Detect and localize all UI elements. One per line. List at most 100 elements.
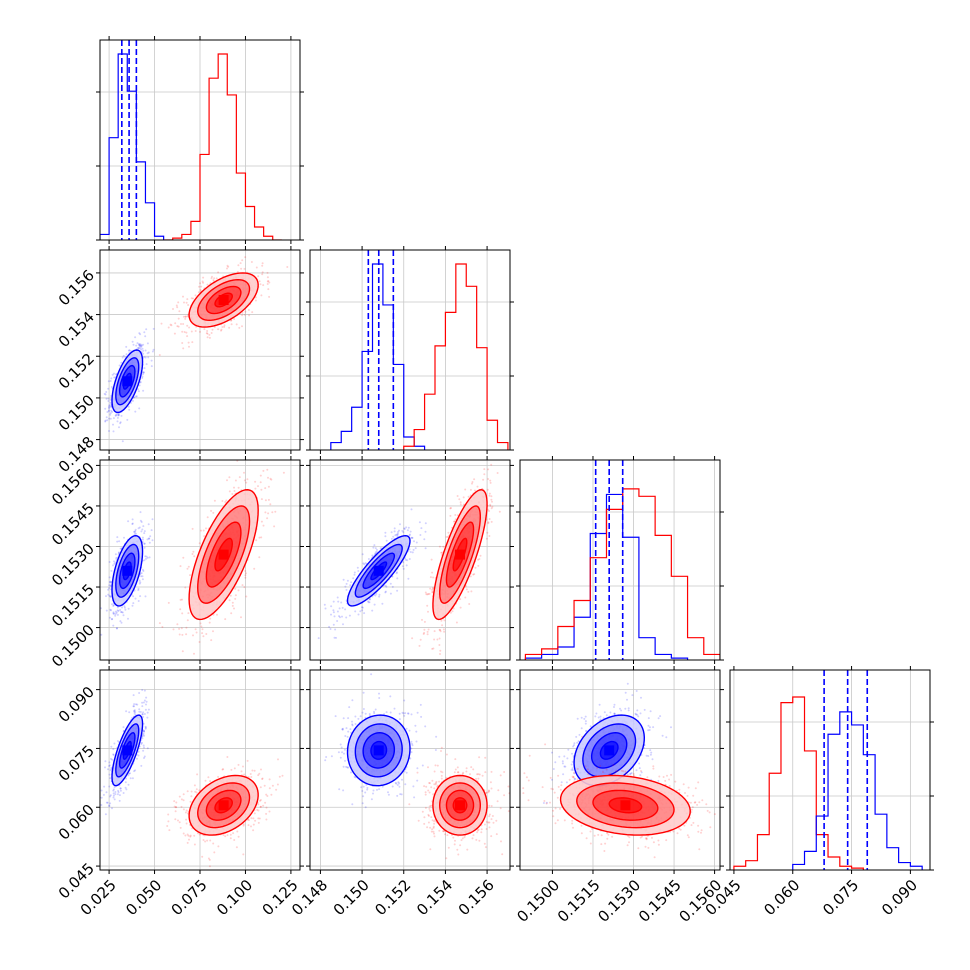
y-tick-label: 0.060 — [55, 801, 98, 844]
y-tick-label: 0.150 — [55, 391, 98, 434]
contour-line — [122, 740, 132, 760]
x-tick-label: 0.1530 — [594, 876, 644, 926]
contour-line — [122, 372, 132, 390]
histogram-red — [733, 696, 864, 870]
density-peak — [122, 376, 133, 387]
contour-line — [205, 285, 242, 315]
histogram-blue — [792, 711, 923, 870]
density-peak — [218, 800, 229, 811]
contour-line — [111, 534, 144, 607]
contour-line — [188, 272, 259, 328]
density-peak — [604, 745, 615, 756]
histogram-red — [163, 53, 282, 240]
density-peak — [455, 549, 465, 560]
x-tick-label: 0.150 — [330, 876, 373, 919]
y-tick-label: 0.090 — [55, 683, 98, 726]
x-tick-label: 0.156 — [455, 876, 498, 919]
contour-line — [362, 552, 396, 590]
contour-line — [354, 543, 403, 598]
y-tick-label: 0.1515 — [48, 580, 98, 630]
density-peak — [455, 800, 465, 811]
contour-line — [122, 561, 132, 581]
density-peak — [373, 745, 384, 756]
contour-line — [354, 723, 403, 778]
joint-panel-3-1 — [96, 456, 304, 664]
y-tick-label: 0.154 — [55, 308, 98, 351]
contour-line — [197, 278, 251, 322]
y-tick-label: 0.1500 — [48, 621, 98, 671]
contour-line — [608, 797, 643, 814]
histogram-blue — [100, 53, 165, 240]
histogram-panel-1 — [96, 36, 304, 244]
joint-panel-3-2 — [306, 456, 514, 664]
contour-line — [370, 561, 388, 581]
x-tick-label: 0.075 — [168, 876, 211, 919]
y-tick-label: 0.156 — [55, 266, 98, 309]
x-tick-label: 0.060 — [760, 876, 803, 919]
contour-line — [111, 714, 144, 787]
y-tick-label: 0.1545 — [48, 499, 98, 549]
joint-panel-4-3 — [516, 666, 724, 874]
axes-frame — [309, 669, 511, 871]
contour-line — [432, 774, 488, 836]
x-tick-label: 0.152 — [371, 876, 414, 919]
contour-line — [115, 723, 140, 778]
contour-line — [118, 552, 136, 590]
x-tick-label: 0.1515 — [554, 876, 604, 926]
contour-line — [188, 489, 259, 621]
contour-line — [445, 521, 475, 588]
y-tick-label: 0.075 — [55, 742, 98, 785]
contour-line — [205, 521, 242, 588]
contour-line — [559, 774, 691, 836]
contour-line — [205, 789, 242, 821]
contour-line — [576, 782, 675, 829]
contour-line — [118, 732, 136, 769]
x-tick-label: 0.050 — [122, 876, 165, 919]
density-peak — [122, 745, 133, 756]
x-tick-label: 0.154 — [413, 876, 456, 919]
y-tick-label: 0.152 — [55, 350, 98, 393]
axes-frame — [309, 249, 511, 451]
contour-line — [188, 774, 259, 836]
x-tick-label: 0.1500 — [513, 876, 563, 926]
histogram-red — [403, 263, 509, 450]
contour-line — [599, 740, 619, 760]
axes-frame — [519, 459, 721, 661]
contour-line — [214, 537, 233, 572]
contour-line — [115, 357, 140, 406]
contour-line — [346, 534, 411, 607]
axes-frame — [519, 669, 721, 871]
density-peak — [620, 800, 631, 811]
contour-line — [452, 537, 468, 572]
contour-line — [452, 797, 468, 814]
joint-panel-4-1 — [96, 666, 304, 874]
x-tick-label: 0.090 — [878, 876, 921, 919]
contour-line — [370, 740, 388, 760]
density-peak — [122, 565, 133, 576]
contour-line — [197, 782, 251, 829]
axes-frame — [729, 669, 931, 871]
axes-frame — [309, 459, 511, 661]
contour-line — [214, 292, 233, 308]
y-tick-label: 0.1530 — [48, 540, 98, 590]
contour-line — [439, 505, 481, 604]
contour-line — [432, 489, 488, 621]
contour-line — [197, 505, 251, 604]
contour-line — [445, 789, 475, 821]
contour-line — [214, 797, 233, 814]
contour-line — [590, 732, 628, 769]
contour-line — [118, 364, 136, 398]
density-peak — [218, 549, 229, 560]
density-peak — [373, 565, 384, 576]
contour-line — [362, 732, 396, 769]
contour-line — [111, 349, 144, 414]
contour-line — [592, 789, 659, 821]
density-peak — [218, 295, 229, 305]
contour-line — [438, 782, 482, 829]
joint-panel-2-1 — [96, 246, 304, 454]
histogram-panel-4 — [726, 666, 934, 874]
x-tick-label: 0.100 — [213, 876, 256, 919]
histogram-blue — [330, 263, 426, 450]
x-tick-label: 0.1545 — [635, 876, 685, 926]
